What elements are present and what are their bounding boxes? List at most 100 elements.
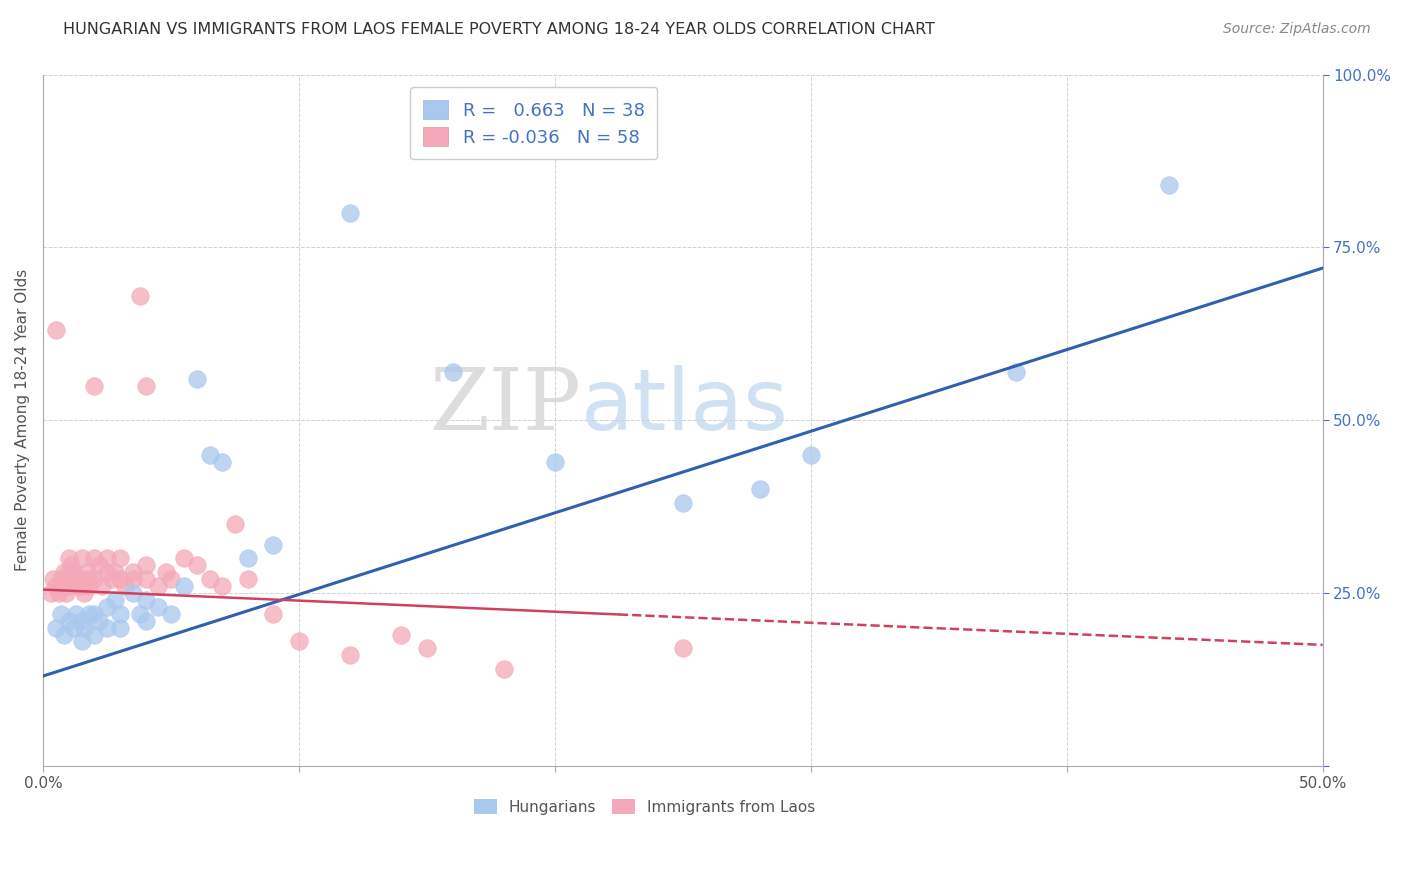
- Point: [83, 627, 105, 641]
- Point: [224, 516, 246, 531]
- Point: [49, 607, 72, 621]
- Point: [83, 551, 105, 566]
- Point: [173, 579, 195, 593]
- Point: [58, 566, 80, 580]
- Point: [45, 621, 67, 635]
- Point: [135, 614, 157, 628]
- Point: [211, 455, 233, 469]
- Point: [83, 572, 105, 586]
- Point: [70, 579, 93, 593]
- Point: [67, 579, 90, 593]
- Point: [39, 586, 62, 600]
- Point: [148, 599, 170, 614]
- Point: [416, 641, 439, 656]
- Point: [58, 579, 80, 593]
- Point: [42, 572, 65, 586]
- Point: [672, 496, 695, 510]
- Point: [148, 579, 170, 593]
- Point: [155, 566, 177, 580]
- Point: [108, 551, 131, 566]
- Point: [77, 607, 100, 621]
- Point: [121, 572, 143, 586]
- Point: [70, 572, 93, 586]
- Point: [83, 378, 105, 392]
- Point: [45, 579, 67, 593]
- Point: [135, 378, 157, 392]
- Point: [73, 621, 96, 635]
- Point: [70, 634, 93, 648]
- Point: [89, 558, 111, 573]
- Point: [211, 579, 233, 593]
- Point: [198, 572, 221, 586]
- Point: [63, 621, 86, 635]
- Point: [77, 579, 100, 593]
- Point: [263, 538, 285, 552]
- Point: [63, 566, 86, 580]
- Point: [91, 579, 114, 593]
- Point: [70, 614, 93, 628]
- Point: [77, 572, 100, 586]
- Point: [96, 551, 118, 566]
- Text: HUNGARIAN VS IMMIGRANTS FROM LAOS FEMALE POVERTY AMONG 18-24 YEAR OLDS CORRELATI: HUNGARIAN VS IMMIGRANTS FROM LAOS FEMALE…: [63, 22, 935, 37]
- Point: [129, 289, 152, 303]
- Point: [96, 599, 118, 614]
- Point: [108, 572, 131, 586]
- Legend: Hungarians, Immigrants from Laos: Hungarians, Immigrants from Laos: [465, 789, 824, 824]
- Point: [52, 579, 75, 593]
- Point: [96, 621, 118, 635]
- Point: [48, 586, 70, 600]
- Point: [441, 365, 464, 379]
- Point: [160, 572, 183, 586]
- Point: [58, 614, 80, 628]
- Point: [492, 662, 515, 676]
- Point: [263, 607, 285, 621]
- Point: [55, 586, 77, 600]
- Point: [800, 448, 823, 462]
- Point: [135, 572, 157, 586]
- Point: [288, 634, 311, 648]
- Point: [96, 566, 118, 580]
- Point: [236, 572, 259, 586]
- Point: [65, 572, 87, 586]
- Text: Source: ZipAtlas.com: Source: ZipAtlas.com: [1223, 22, 1371, 37]
- Point: [108, 607, 131, 621]
- Point: [236, 551, 259, 566]
- Point: [672, 641, 695, 656]
- Point: [173, 551, 195, 566]
- Point: [104, 593, 127, 607]
- Point: [186, 558, 208, 573]
- Point: [63, 572, 86, 586]
- Point: [339, 206, 361, 220]
- Point: [748, 483, 770, 497]
- Text: atlas: atlas: [581, 365, 789, 448]
- Point: [76, 566, 98, 580]
- Point: [70, 551, 93, 566]
- Point: [129, 607, 152, 621]
- Point: [101, 572, 124, 586]
- Point: [121, 586, 143, 600]
- Point: [135, 593, 157, 607]
- Point: [52, 566, 75, 580]
- Point: [339, 648, 361, 663]
- Point: [83, 607, 105, 621]
- Point: [49, 572, 72, 586]
- Point: [60, 558, 83, 573]
- Point: [114, 579, 136, 593]
- Point: [135, 558, 157, 573]
- Point: [45, 323, 67, 337]
- Point: [104, 566, 127, 580]
- Point: [89, 614, 111, 628]
- Point: [391, 627, 413, 641]
- Point: [58, 551, 80, 566]
- Point: [1004, 365, 1026, 379]
- Text: ZIP: ZIP: [429, 365, 581, 448]
- Point: [544, 455, 567, 469]
- Point: [52, 627, 75, 641]
- Point: [121, 566, 143, 580]
- Point: [73, 586, 96, 600]
- Point: [160, 607, 183, 621]
- Point: [65, 607, 87, 621]
- Y-axis label: Female Poverty Among 18-24 Year Olds: Female Poverty Among 18-24 Year Olds: [15, 269, 30, 571]
- Point: [198, 448, 221, 462]
- Point: [108, 621, 131, 635]
